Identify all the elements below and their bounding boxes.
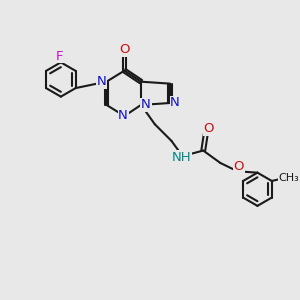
Text: CH₃: CH₃ — [279, 173, 300, 183]
Text: N: N — [170, 97, 180, 110]
Text: O: O — [234, 160, 244, 173]
Text: O: O — [119, 43, 130, 56]
Text: F: F — [56, 50, 63, 63]
Text: N: N — [97, 75, 106, 88]
Text: NH: NH — [171, 151, 191, 164]
Text: N: N — [141, 98, 151, 111]
Text: N: N — [118, 110, 128, 122]
Text: O: O — [203, 122, 214, 135]
